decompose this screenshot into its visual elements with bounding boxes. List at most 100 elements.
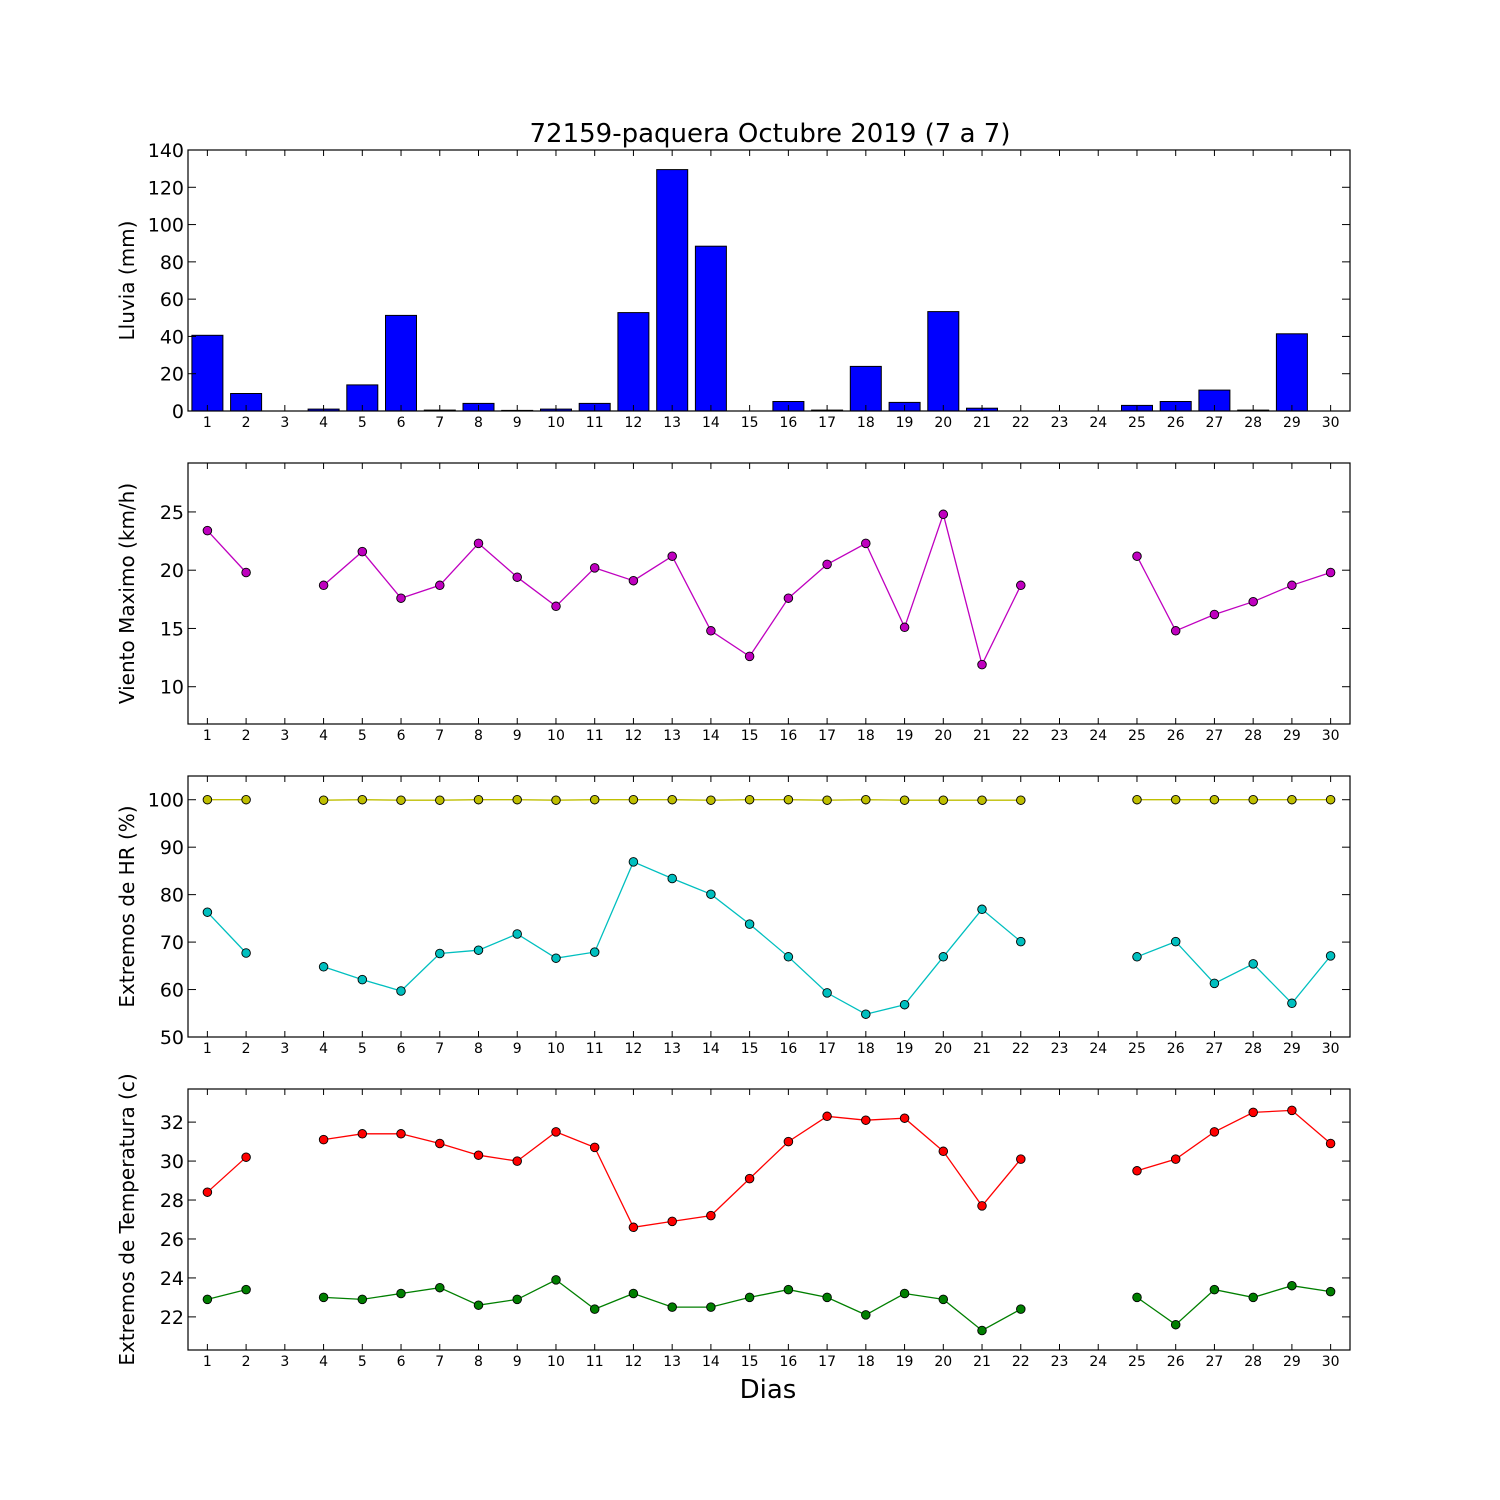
humidity-series-0-point-18 <box>861 794 871 805</box>
rain-xtick-label-28: 28 <box>1244 415 1262 431</box>
wind-series-0-point-18 <box>861 538 871 549</box>
rain-xtick-label-11: 11 <box>586 415 604 431</box>
rain-xtick-label-13: 13 <box>663 415 681 431</box>
temperature-series-1-point-4 <box>318 1292 329 1303</box>
humidity-series-1-point-18 <box>861 1009 871 1019</box>
temperature-series-0-point-8 <box>473 1150 484 1160</box>
humidity-series-0-point-4 <box>318 795 329 805</box>
wind-xtick-label-23: 23 <box>1051 728 1069 744</box>
wind-xtick-label-30: 30 <box>1322 728 1340 744</box>
temperature-series-1-point-25 <box>1132 1292 1142 1303</box>
humidity-series-0-point-12 <box>628 794 639 805</box>
wind-series-0-point-22 <box>1016 580 1026 591</box>
temperature-series-0-point-14 <box>706 1210 716 1221</box>
rain-bar-14 <box>694 245 727 412</box>
humidity-series-0-point-7 <box>435 795 445 805</box>
temperature-series-1-point-14 <box>706 1302 716 1312</box>
humidity-xtick-label-7: 7 <box>435 1041 444 1057</box>
x-axis-label: Dias <box>740 1375 797 1405</box>
rain-xtick-label-30: 30 <box>1322 415 1340 431</box>
wind-xtick-label-3: 3 <box>280 728 289 744</box>
humidity-series-1-point-19 <box>899 999 910 1010</box>
temperature-series-0-point-2 <box>241 1152 251 1162</box>
rain-xtick-label-25: 25 <box>1128 415 1146 431</box>
temperature-xtick-label-22: 22 <box>1012 1354 1030 1370</box>
wind-ytick-label-15: 15 <box>160 618 184 640</box>
temperature-xtick-label-8: 8 <box>474 1354 483 1370</box>
humidity-series-0-point-9 <box>512 794 522 805</box>
temperature-xtick-label-1: 1 <box>203 1354 212 1370</box>
temperature-ytick-label-22: 22 <box>160 1307 184 1329</box>
temperature-series-0-point-19 <box>899 1113 910 1123</box>
rain-ylabel: Lluvia (mm) <box>115 221 139 341</box>
wind-series-0-point-27 <box>1209 609 1220 620</box>
rain-bar-20 <box>927 311 960 412</box>
humidity-xtick-label-21: 21 <box>973 1041 991 1057</box>
temperature-series-0-point-18 <box>861 1115 871 1125</box>
humidity-xtick-label-30: 30 <box>1322 1041 1340 1057</box>
rain-xtick-label-23: 23 <box>1051 415 1069 431</box>
temperature-series-0-point-22 <box>1016 1154 1026 1164</box>
temperature-series-1-point-26 <box>1170 1319 1181 1330</box>
humidity-series-0-point-27 <box>1209 794 1220 805</box>
humidity-series-0-point-28 <box>1248 794 1258 805</box>
temperature-ytick-label-32: 32 <box>160 1112 184 1134</box>
rain-xtick-label-26: 26 <box>1167 415 1185 431</box>
humidity-series-0-point-11 <box>589 794 600 805</box>
wind-ytick-label-10: 10 <box>160 677 184 699</box>
humidity-series-1-line-0 <box>206 911 247 954</box>
humidity-series-1-point-7 <box>435 948 445 959</box>
temperature-xtick-label-9: 9 <box>513 1354 522 1370</box>
wind-ytick-label-20: 20 <box>160 560 184 582</box>
wind-xtick-label-7: 7 <box>435 728 444 744</box>
rain-ytick-label-40: 40 <box>160 326 184 348</box>
wind-series-0-point-16 <box>783 593 794 603</box>
temperature-series-0-point-26 <box>1170 1154 1181 1164</box>
humidity-series-0-point-8 <box>473 794 484 805</box>
wind-ylabel: Viento Maximo (km/h) <box>115 483 139 704</box>
wind-series-0-point-28 <box>1248 596 1258 607</box>
humidity-series-1-point-10 <box>551 953 561 963</box>
wind-series-0-point-9 <box>512 572 522 582</box>
temperature-xtick-label-29: 29 <box>1283 1354 1301 1370</box>
wind-xtick-label-21: 21 <box>973 728 991 744</box>
rain-frame <box>187 149 1351 412</box>
wind-series-0-point-21 <box>977 659 987 670</box>
temperature-series-0-point-6 <box>396 1129 406 1139</box>
wind-xtick-label-19: 19 <box>896 728 914 744</box>
wind-xtick-label-6: 6 <box>397 728 406 744</box>
humidity-series-1-point-17 <box>822 988 832 998</box>
rain-xtick-label-12: 12 <box>625 415 643 431</box>
temperature-series-1-point-5 <box>357 1294 368 1305</box>
temperature-series-0-point-9 <box>512 1156 522 1166</box>
temperature-series-1-point-6 <box>396 1288 406 1299</box>
temperature-ytick-label-26: 26 <box>160 1229 184 1251</box>
humidity-series-0-point-26 <box>1170 794 1181 805</box>
wind-xtick-label-2: 2 <box>242 728 251 744</box>
wind-series-0-line-2 <box>1136 555 1331 632</box>
temperature-series-1-point-11 <box>589 1304 600 1314</box>
humidity-series-0-point-10 <box>551 795 561 805</box>
temperature-xtick-label-25: 25 <box>1128 1354 1146 1370</box>
humidity-ytick-label-70: 70 <box>160 932 184 954</box>
rain-bar-6 <box>385 314 417 412</box>
humidity-xtick-label-29: 29 <box>1283 1041 1301 1057</box>
temperature-ytick-label-28: 28 <box>160 1190 184 1212</box>
wind-xtick-label-17: 17 <box>818 728 836 744</box>
temperature-xtick-label-23: 23 <box>1051 1354 1069 1370</box>
temperature-series-1-point-18 <box>861 1310 871 1320</box>
humidity-xtick-label-23: 23 <box>1051 1041 1069 1057</box>
humidity-series-0-point-15 <box>744 794 755 805</box>
temperature-xtick-label-3: 3 <box>280 1354 289 1370</box>
temperature-series-1-point-21 <box>977 1325 987 1336</box>
humidity-xtick-label-28: 28 <box>1244 1041 1262 1057</box>
temperature-series-0-point-25 <box>1132 1166 1142 1176</box>
temperature-series-1-point-17 <box>822 1292 832 1303</box>
rain-ytick-label-140: 140 <box>148 140 184 162</box>
temperature-xtick-label-19: 19 <box>896 1354 914 1370</box>
wind-xtick-label-26: 26 <box>1167 728 1185 744</box>
